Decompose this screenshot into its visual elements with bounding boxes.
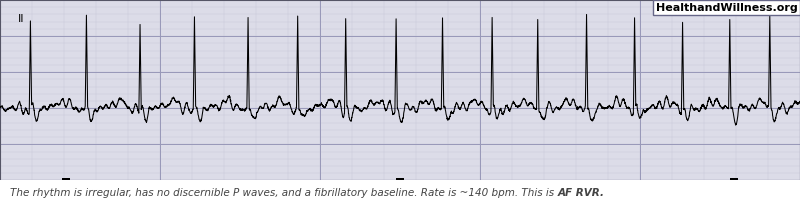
Text: The rhythm is irregular, has no discernible P waves, and a fibrillatory baseline: The rhythm is irregular, has no discerni… [10, 188, 557, 198]
Text: II: II [18, 14, 24, 24]
Bar [396, 178, 404, 190]
Bar [730, 178, 738, 190]
Text: AF RVR.: AF RVR. [558, 188, 605, 198]
Bar [62, 178, 70, 190]
Text: HealthandWillness.org: HealthandWillness.org [656, 3, 798, 13]
